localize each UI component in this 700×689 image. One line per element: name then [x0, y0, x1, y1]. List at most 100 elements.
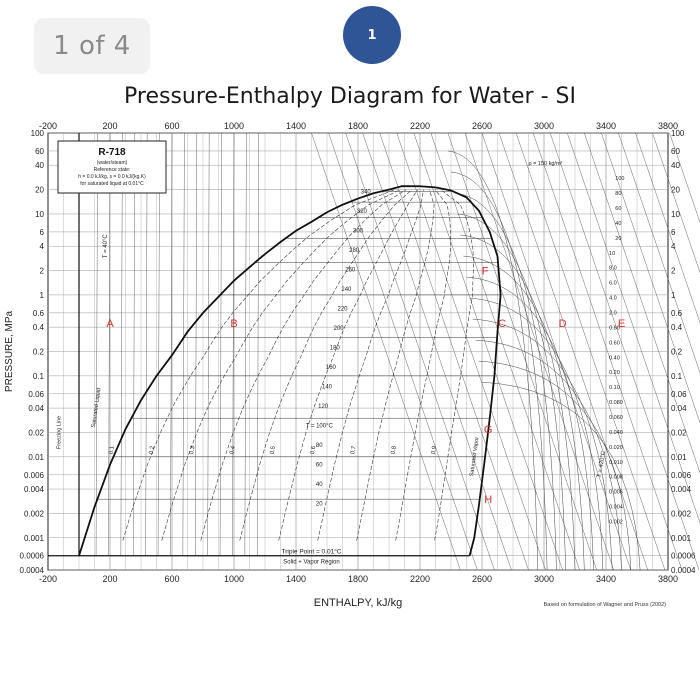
quality-line: [278, 189, 419, 541]
x-tick-label-bottom: 2600: [472, 574, 492, 584]
entropy-line: [413, 132, 563, 571]
x-tick-label-bottom: 1000: [224, 574, 244, 584]
x-tick-label-top: 3800: [658, 121, 678, 131]
isotherm-line: [182, 132, 185, 556]
density-label: 0.20: [609, 370, 620, 376]
quality-line: [356, 189, 435, 541]
x-tick-label-bottom: 3800: [658, 574, 678, 584]
y-tick-label-right: 0.2: [671, 348, 683, 357]
y-tick-label-left: 1: [40, 291, 45, 300]
freezing-line-label: Freezing Line: [56, 416, 62, 449]
density-label: 0.040: [609, 430, 623, 436]
x-tick-label-top: 2200: [410, 121, 430, 131]
y-tick-label-right: 0.0006: [671, 552, 696, 561]
density-label: 0.10: [609, 385, 620, 391]
quality-label: 0.3: [189, 445, 196, 455]
isotherm-line: [157, 132, 160, 556]
x-tick-label-bottom: 600: [164, 574, 179, 584]
y-tick-label-right: 0.01: [671, 453, 687, 462]
isotherm-label: 20: [316, 502, 323, 508]
isotherm-label: 80: [316, 443, 323, 449]
isotherm-label: 60: [316, 463, 323, 469]
density-curve: [475, 339, 622, 571]
y-tick-label-left: 60: [35, 147, 44, 156]
entropy-line: [669, 132, 700, 224]
density-label: 0.40: [609, 355, 620, 361]
isotherm-label: 260: [345, 267, 356, 273]
y-tick-label-right: 0.001: [671, 534, 692, 543]
density-curve: [460, 234, 576, 571]
quality-label: 0.5: [270, 445, 277, 455]
quality-line: [161, 189, 401, 541]
y-tick-label-right: 0.006: [671, 471, 692, 480]
density-curve: [450, 171, 548, 571]
y-tick-label-left: 40: [35, 161, 44, 170]
density-label: 0.020: [609, 445, 623, 451]
isotherm-line: [133, 132, 136, 556]
density-label: 60: [615, 206, 621, 212]
y-tick-label-right: 10: [671, 210, 680, 219]
triple-point-label: Triple Point = 0.01°C: [282, 548, 342, 556]
legend-line: h = 0.0 kJ/kg, s = 0.0 kJ/(kg.K): [78, 174, 146, 180]
isotherm-line: [95, 132, 98, 556]
x-tick-label-bottom: 1400: [286, 574, 306, 584]
state-point-g: G: [484, 424, 493, 436]
y-tick-label-right: 2: [671, 267, 676, 276]
x-tick-label-bottom: 3000: [534, 574, 554, 584]
x-tick-label-top: 600: [164, 121, 179, 131]
isotherm-label: 200: [334, 326, 345, 332]
y-tick-label-left: 0.0004: [20, 566, 45, 575]
isotherm-label: T = 100°C: [306, 423, 334, 429]
state-point-c: C: [498, 318, 506, 330]
isotherm-line: [244, 132, 247, 556]
entropy-line: [652, 132, 700, 274]
isotherm-line: [145, 132, 148, 556]
x-axis-label: ENTHALPY, kJ/kg: [314, 597, 402, 609]
legend-box: [57, 140, 167, 194]
density-curve: [466, 276, 594, 571]
y-tick-label-left: 0.2: [33, 348, 45, 357]
y-tick-label-left: 0.004: [24, 485, 45, 494]
quality-label: 0.1: [108, 445, 115, 455]
density-label: 10: [609, 251, 615, 257]
entropy-line: [515, 132, 666, 571]
y-tick-label-right: 0.0004: [671, 566, 696, 575]
isotherm-line: [170, 132, 173, 556]
entropy-line: [379, 132, 529, 571]
y-tick-label-left: 0.002: [24, 509, 45, 518]
quality-line: [239, 189, 413, 541]
state-point-f: F: [482, 266, 489, 278]
density-label: 0.010: [609, 460, 623, 466]
density-label: 0.008: [609, 475, 623, 481]
x-tick-label-top: 3400: [596, 121, 616, 131]
step-badge[interactable]: 1: [343, 6, 401, 64]
density-curve: [472, 318, 613, 571]
y-tick-label-left: 20: [35, 186, 44, 195]
quality-label: 0.8: [391, 445, 398, 455]
isotherm-label: 300: [353, 228, 364, 234]
legend-line: Reference state:: [94, 167, 131, 173]
quality-line: [317, 189, 424, 541]
isotherm-label: 140: [322, 384, 333, 390]
isotherm-label: 120: [318, 404, 329, 410]
isotherm-label: 40: [316, 482, 323, 488]
quality-label: 0.2: [149, 445, 156, 455]
x-tick-label-bottom: -200: [39, 574, 57, 584]
y-tick-label-right: 4: [671, 242, 676, 251]
state-point-d: D: [559, 318, 567, 330]
y-tick-label-right: 0.04: [671, 404, 687, 413]
isotherm-label: 280: [349, 248, 360, 254]
quality-label: 0.7: [350, 445, 357, 455]
y-tick-label-left: 0.0006: [20, 552, 45, 561]
saturated-vapor-label: Saturated Vapor: [469, 436, 480, 476]
density-label: 40: [615, 221, 621, 227]
isotherm-line: [207, 132, 210, 556]
isotherm-line: [232, 132, 235, 556]
quality-label: 0.4: [229, 445, 236, 455]
density-curve: [478, 360, 632, 571]
y-tick-label-left: 0.02: [28, 428, 44, 437]
y-tick-label-left: 0.001: [24, 534, 45, 543]
density-label: 0.060: [609, 415, 623, 421]
density-label: 80: [615, 191, 621, 197]
